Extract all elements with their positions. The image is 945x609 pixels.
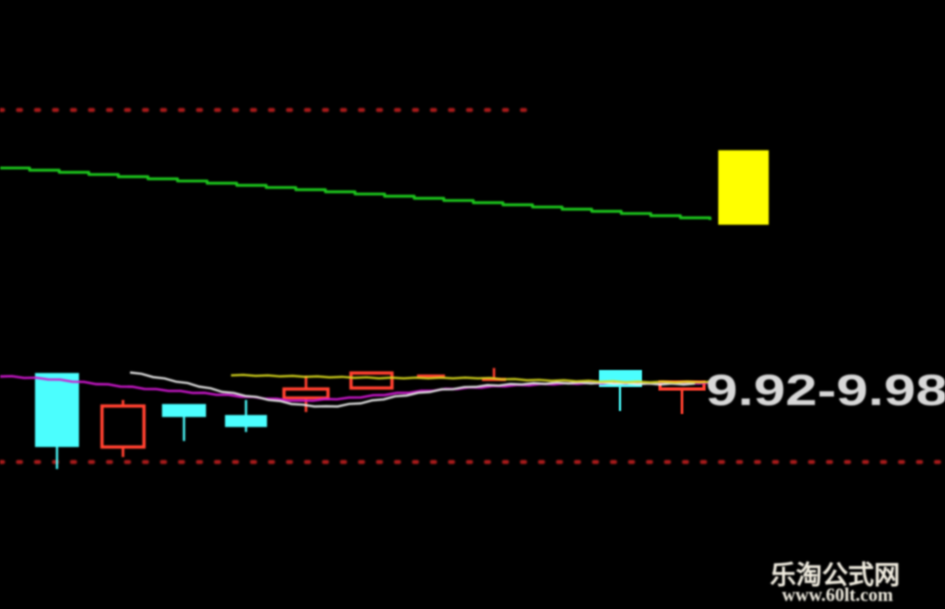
svg-text:www.60lt.com: www.60lt.com (782, 586, 894, 606)
svg-text:9.92-9.98: 9.92-9.98 (706, 365, 945, 414)
